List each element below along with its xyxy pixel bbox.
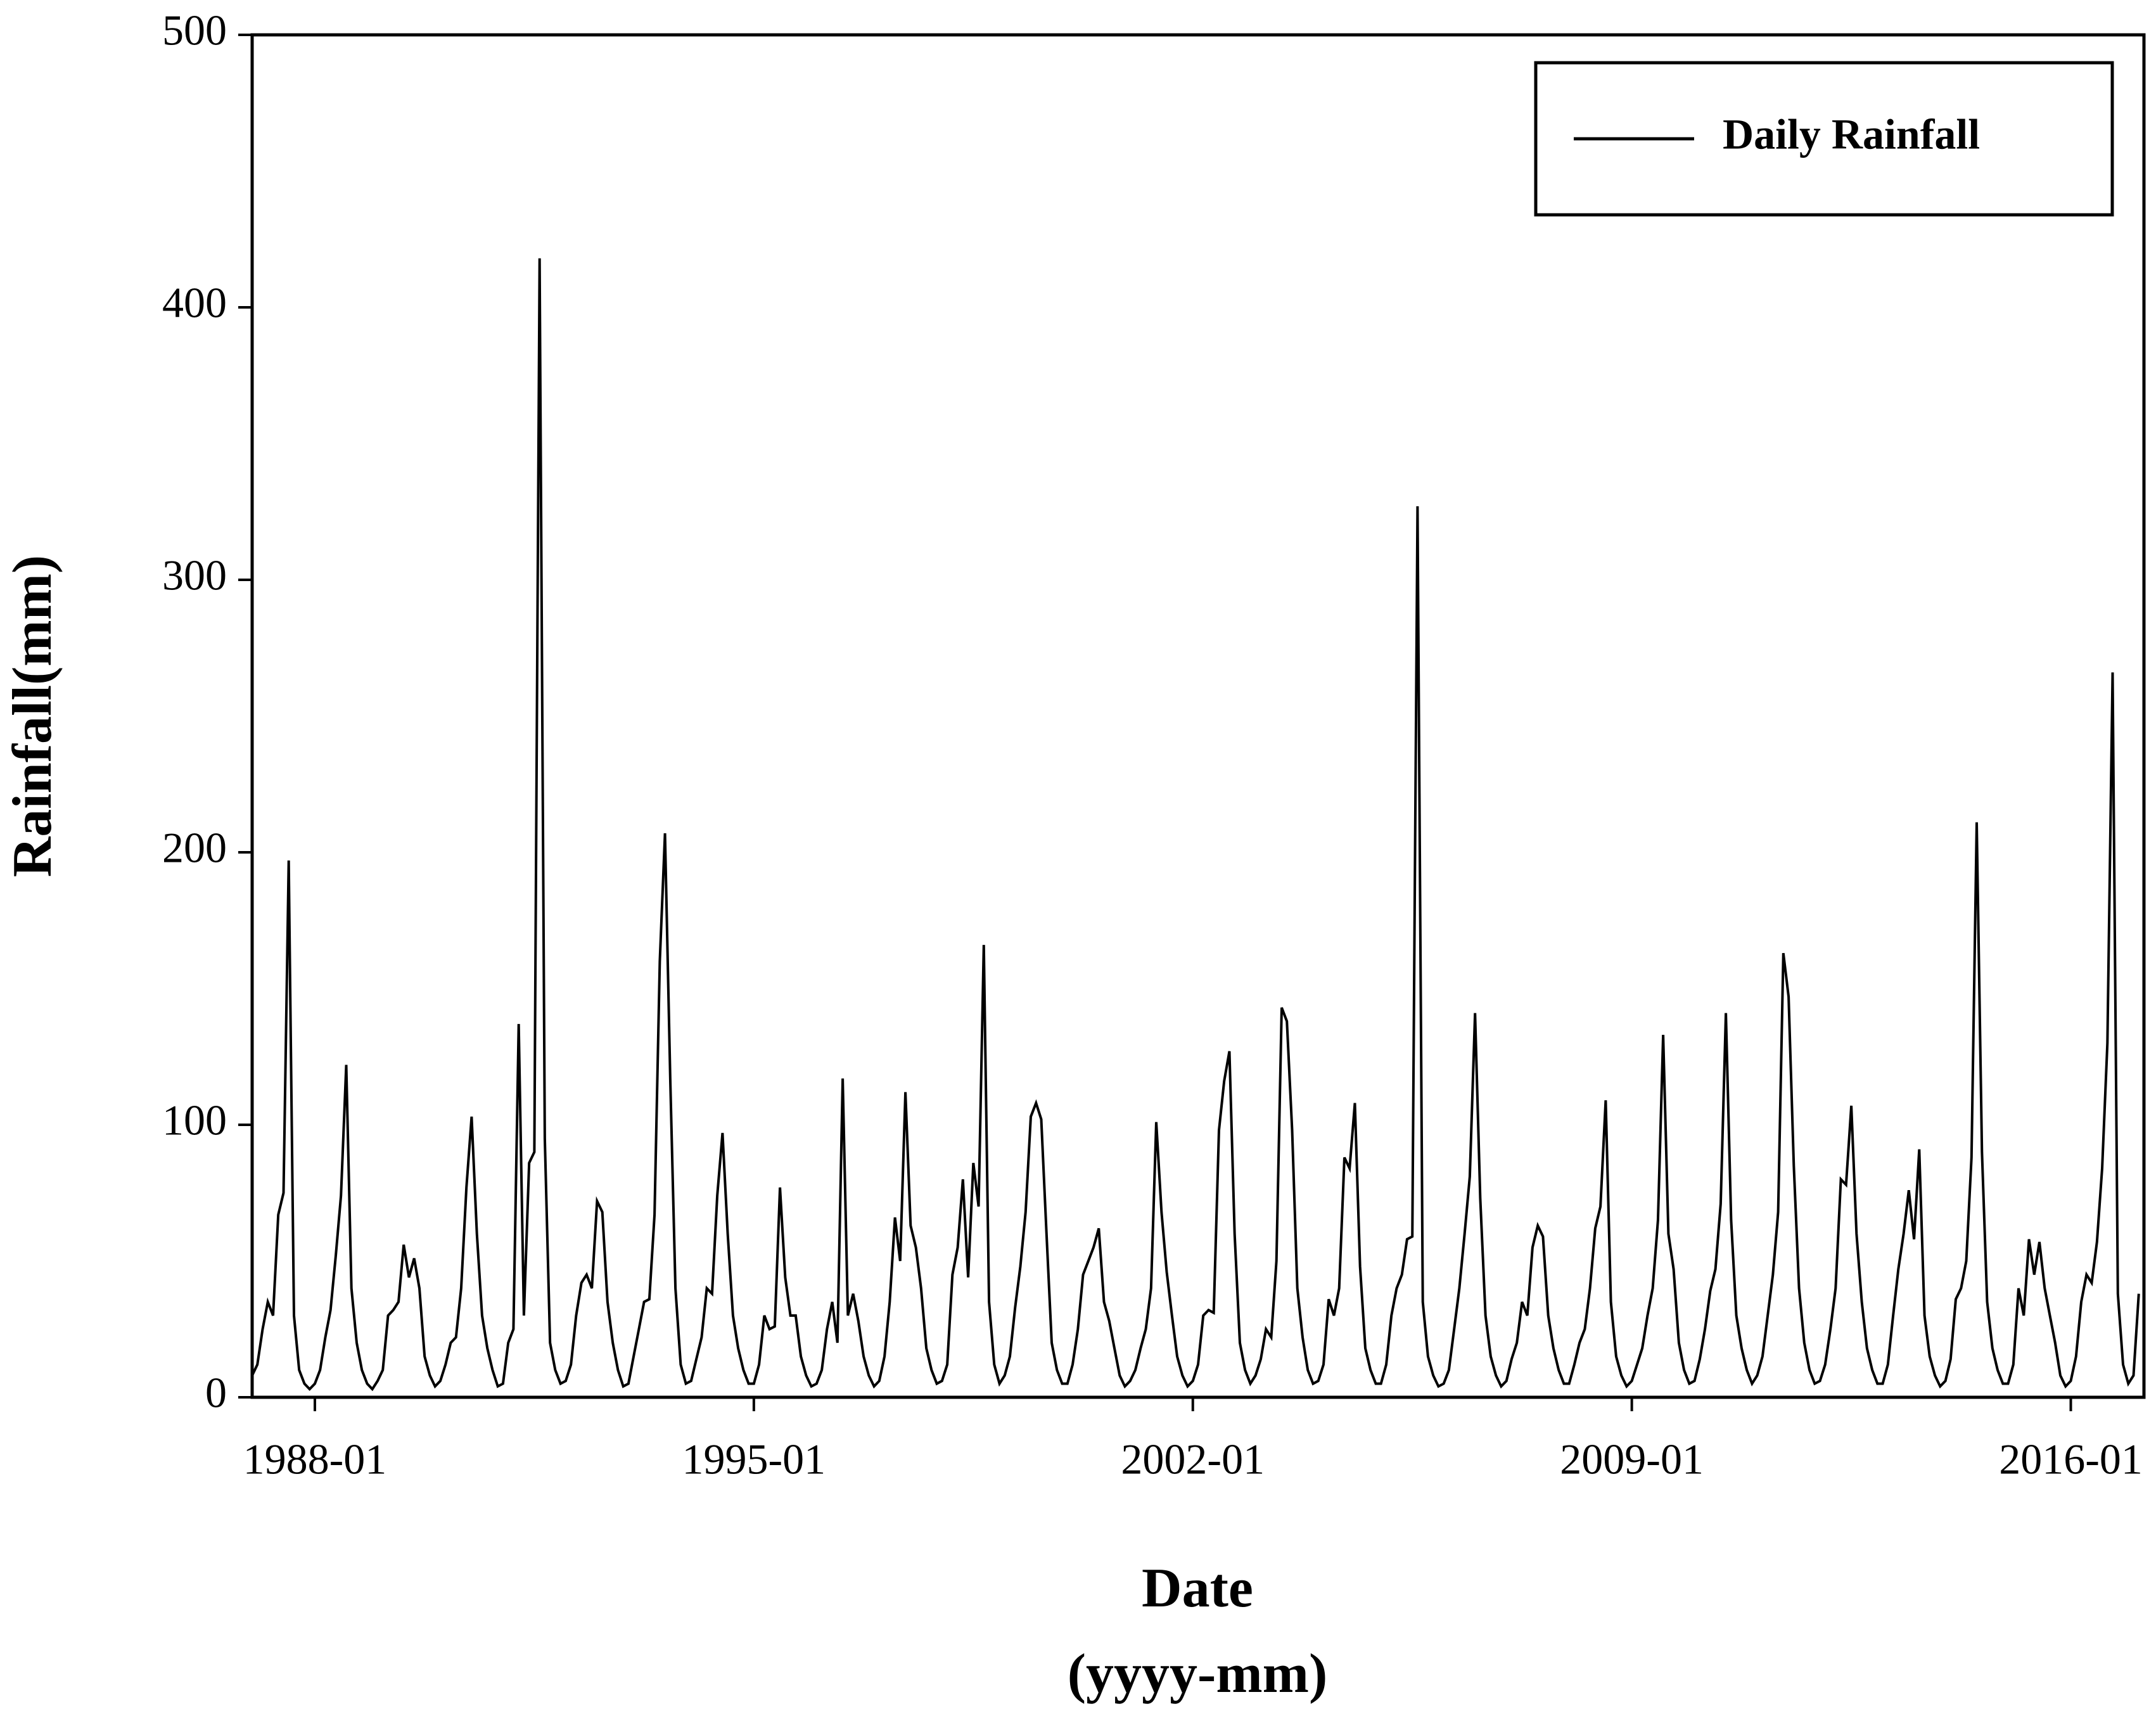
- y-axis-title: Rainfall(mm): [2, 555, 63, 877]
- x-tick-label: 2016-01: [1999, 1435, 2143, 1483]
- legend-label: Daily Rainfall: [1723, 110, 1980, 158]
- plot-frame: [250, 33, 2146, 1399]
- x-tick-label: 1995-01: [682, 1435, 826, 1483]
- y-tick-label: 300: [162, 551, 227, 599]
- y-tick-label: 200: [162, 824, 227, 872]
- y-tick-label: 100: [162, 1096, 227, 1144]
- x-axis-unit: (yyyy-mm): [1068, 1643, 1328, 1705]
- y-tick-label: 0: [205, 1369, 227, 1417]
- x-axis-title: Date: [1142, 1558, 1253, 1619]
- y-tick-label: 500: [162, 6, 227, 54]
- y-tick-label: 400: [162, 279, 227, 327]
- rainfall-line: [251, 258, 2140, 1392]
- x-tick-label: 2002-01: [1121, 1435, 1265, 1483]
- x-tick-label: 1988-01: [243, 1435, 387, 1483]
- x-tick-label: 2009-01: [1560, 1435, 1704, 1483]
